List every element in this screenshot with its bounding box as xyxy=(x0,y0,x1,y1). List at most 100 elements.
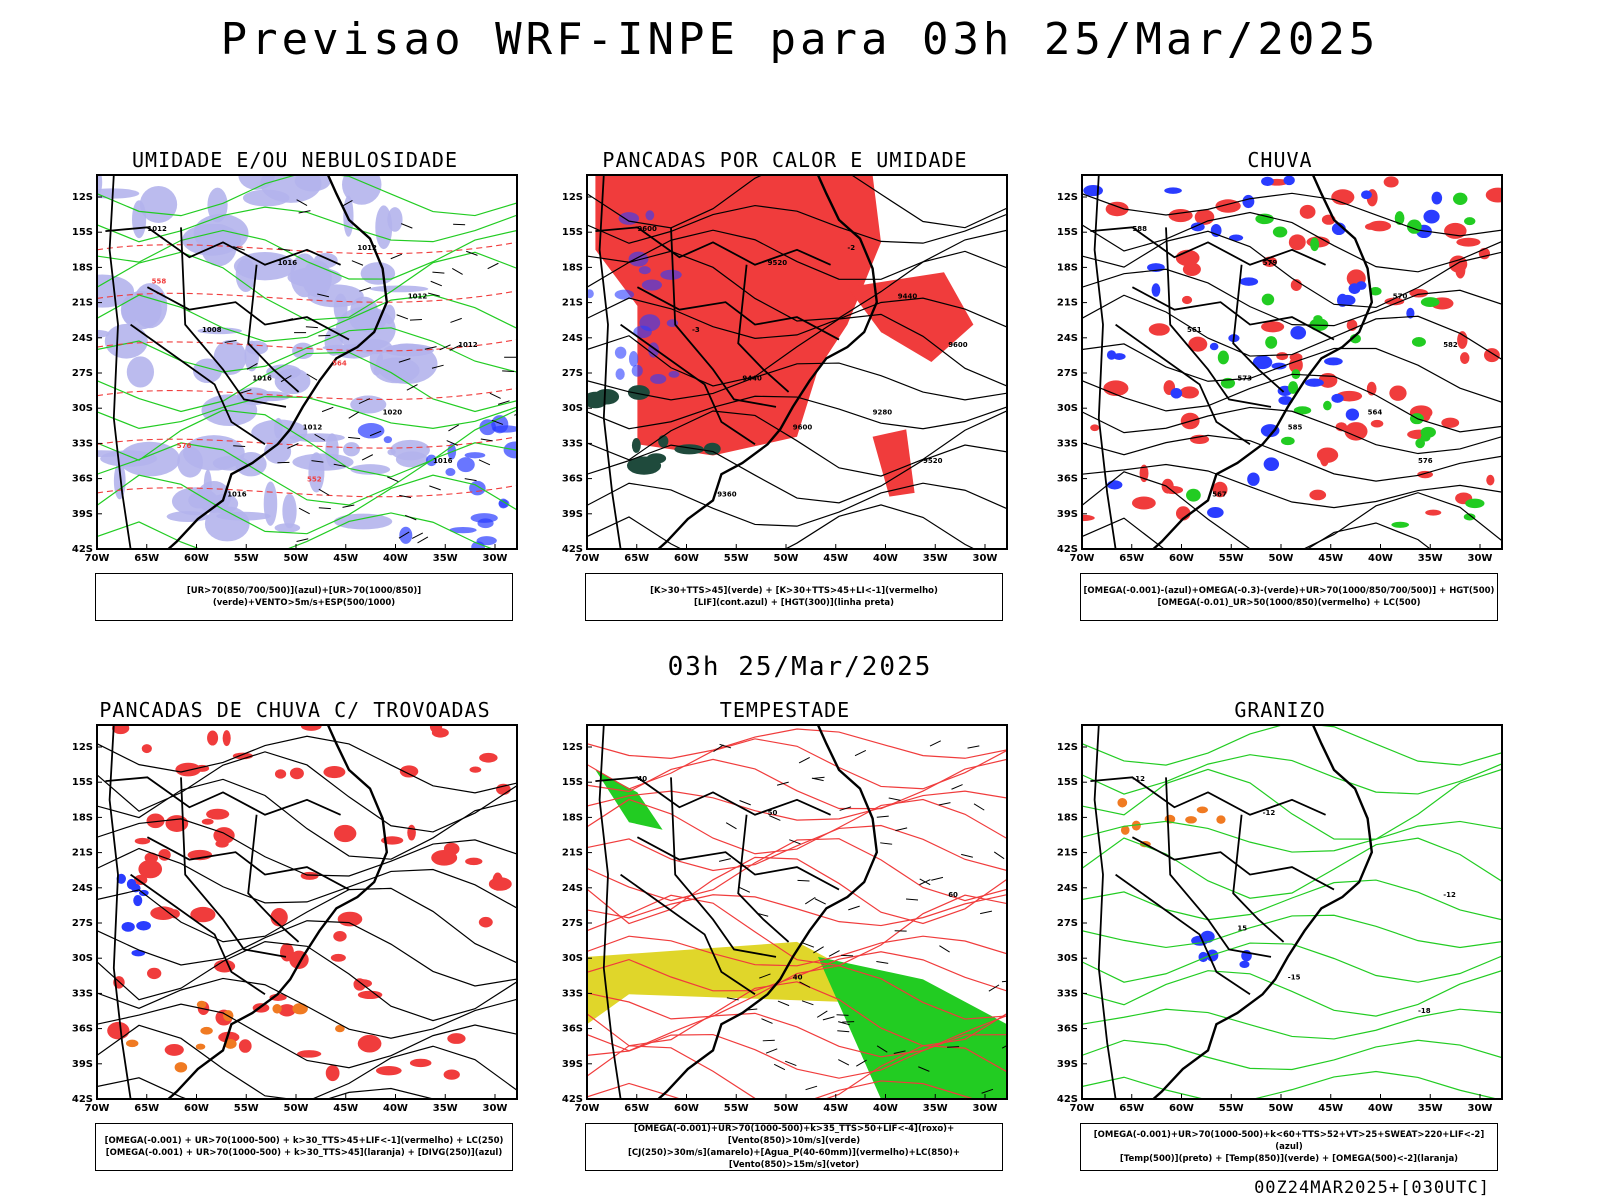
lat-tick-label: 18S xyxy=(1057,812,1078,823)
contour-labels: 1012 1012 1012 1016 1016 1016 1012 1016 1020 1008… xyxy=(147,225,477,499)
lon-tick-label: 30W xyxy=(1468,553,1493,564)
lat-tick-label: 27S xyxy=(72,918,93,929)
lon-tick-label: 70W xyxy=(1070,1103,1095,1114)
weather-map: 40 40 60 50 12S 15S 18S 21S 24S 27S 30S 33S 36S 39S 42… xyxy=(545,723,1025,1123)
lat-tick-label: 36S xyxy=(562,474,583,485)
lon-tick-label: 40W xyxy=(873,1103,898,1114)
lat-tick-label: 42S xyxy=(562,544,583,555)
lat-tick-label: 33S xyxy=(72,438,93,449)
lon-tick-label: 45W xyxy=(823,1103,848,1114)
lat-tick-label: 36S xyxy=(1057,474,1078,485)
panel-title: TEMPESTADE xyxy=(719,698,851,722)
contour-label: 9600 xyxy=(793,423,813,431)
weather-map: 1012 1012 1012 1016 1016 1016 1012 1016 1020 1008… xyxy=(55,173,535,573)
lon-tick-label: 50W xyxy=(774,553,799,564)
legend-line: [K>30+TTS>45](verde) + [K>30+TTS>45+LI<-… xyxy=(650,586,938,596)
lon-tick-label: 50W xyxy=(1269,1103,1294,1114)
contour-label: 564 xyxy=(332,360,347,368)
lon-tick-label: 60W xyxy=(184,553,209,564)
lon-tick-label: 60W xyxy=(1169,553,1194,564)
geography xyxy=(1090,175,1374,549)
lat-tick-label: 15S xyxy=(1057,777,1078,788)
contour-label: 9360 xyxy=(717,491,737,499)
lat-tick-label: 12S xyxy=(72,742,93,753)
lat-tick-label: 39S xyxy=(562,1059,583,1070)
contour-label: 1008 xyxy=(202,326,222,334)
contour-label: 60 xyxy=(948,891,958,899)
lon-tick-label: 40W xyxy=(873,553,898,564)
lon-tick-label: 35W xyxy=(1418,1103,1443,1114)
contour-label: 40 xyxy=(637,775,647,783)
lon-tick-label: 50W xyxy=(284,1103,309,1114)
weather-map: -12 -15 -12 -12 -18 15 12S 15S 18S 21S 24S 27S 30S 33… xyxy=(1040,723,1520,1123)
wind-vectors xyxy=(713,740,1007,1094)
contour-label: 40 xyxy=(793,973,803,981)
lat-tick-label: 24S xyxy=(1057,883,1078,894)
lat-tick-label: 36S xyxy=(72,1024,93,1035)
lon-tick-label: 65W xyxy=(1119,1103,1144,1114)
legend-line: [CJ(250)>30m/s](amarelo)+[Agua_P(40-60mm… xyxy=(627,1148,961,1170)
contour-label: 588 xyxy=(1132,225,1147,233)
lat-tick-label: 42S xyxy=(562,1094,583,1105)
lon-tick-label: 70W xyxy=(575,1103,600,1114)
lat-tick-label: 33S xyxy=(562,988,583,999)
weather-map: 9600 9600 9600 9520 9520 9440 9440 9360 9280 -3 -2… xyxy=(545,173,1025,573)
lat-tick-label: 30S xyxy=(1057,403,1078,414)
contour-label: -15 xyxy=(1288,973,1301,981)
map-svg: 588 585 582 579 576 573 570 567 564 561 12S 15S 18S 2… xyxy=(1057,174,1503,564)
contour-label: 585 xyxy=(1288,423,1303,431)
legend-line: [OMEGA(-0.001)+UR>70(1000-500)+k<60+TTS>… xyxy=(1093,1130,1485,1152)
lon-tick-label: 55W xyxy=(234,553,259,564)
contour-label: 1012 xyxy=(458,341,478,349)
lon-tick-label: 55W xyxy=(1219,1103,1244,1114)
contour-label: 552 xyxy=(307,476,322,484)
panel-title: PANCADAS DE CHUVA C/ TROVOADAS xyxy=(99,698,491,722)
lon-tick-label: 35W xyxy=(923,553,948,564)
lon-tick-label: 60W xyxy=(184,1103,209,1114)
contour-label: 9440 xyxy=(898,292,918,300)
lat-tick-label: 30S xyxy=(1057,953,1078,964)
contour-label: 9600 xyxy=(637,225,657,233)
lat-tick-label: 33S xyxy=(72,988,93,999)
map-panel: PANCADAS DE CHUVA C/ TROVOADAS 12S 15S 18S 2… xyxy=(55,698,535,1178)
lon-tick-label: 40W xyxy=(383,553,408,564)
lat-tick-label: 24S xyxy=(562,883,583,894)
panel-legend: [OMEGA(-0.001)-(azul)+OMEGA(-0.3)-(verde… xyxy=(1080,573,1498,621)
contour-label: 15 xyxy=(1237,925,1247,933)
lat-tick-label: 21S xyxy=(72,298,93,309)
lon-tick-label: 65W xyxy=(624,553,649,564)
geography xyxy=(1090,725,1374,1099)
lon-tick-label: 65W xyxy=(134,1103,159,1114)
contour-label: 1012 xyxy=(303,423,323,431)
lat-tick-label: 12S xyxy=(562,192,583,203)
lon-tick-label: 35W xyxy=(923,1103,948,1114)
lon-tick-label: 30W xyxy=(483,553,508,564)
contour-label: 567 xyxy=(1212,491,1227,499)
lat-tick-label: 24S xyxy=(72,883,93,894)
lat-tick-label: 12S xyxy=(72,192,93,203)
lon-tick-label: 55W xyxy=(724,553,749,564)
legend-line: [LIF](cont.azul) + [HGT(300)](linha pret… xyxy=(693,598,895,608)
contour-label: 9600 xyxy=(948,341,968,349)
contour-lines xyxy=(587,728,1007,1099)
contour-lines xyxy=(587,175,1007,549)
contour-label: 576 xyxy=(1418,457,1433,465)
lon-tick-label: 50W xyxy=(284,553,309,564)
lat-tick-label: 18S xyxy=(72,262,93,273)
lon-tick-label: 45W xyxy=(333,553,358,564)
map-svg: -12 -15 -12 -12 -18 15 12S 15S 18S 21S 24S 27S 30S 33… xyxy=(1057,724,1503,1114)
lat-tick-label: 24S xyxy=(562,333,583,344)
lon-tick-label: 40W xyxy=(1368,553,1393,564)
run-timestamp: 00Z24MAR2025+[030UTC] xyxy=(1254,1178,1490,1198)
map-svg: 9600 9600 9600 9520 9520 9440 9440 9360 9280 -3 -2… xyxy=(562,174,1008,564)
lat-tick-label: 18S xyxy=(562,812,583,823)
legend-line: [OMEGA(-0.01)_UR>50(1000/850)(vermelho) … xyxy=(1157,598,1421,608)
lat-tick-label: 21S xyxy=(72,848,93,859)
lon-tick-label: 70W xyxy=(575,553,600,564)
lat-tick-label: 30S xyxy=(72,403,93,414)
legend-line: [OMEGA(-0.001) + UR>70(1000-500) + k>30_… xyxy=(105,1148,503,1158)
